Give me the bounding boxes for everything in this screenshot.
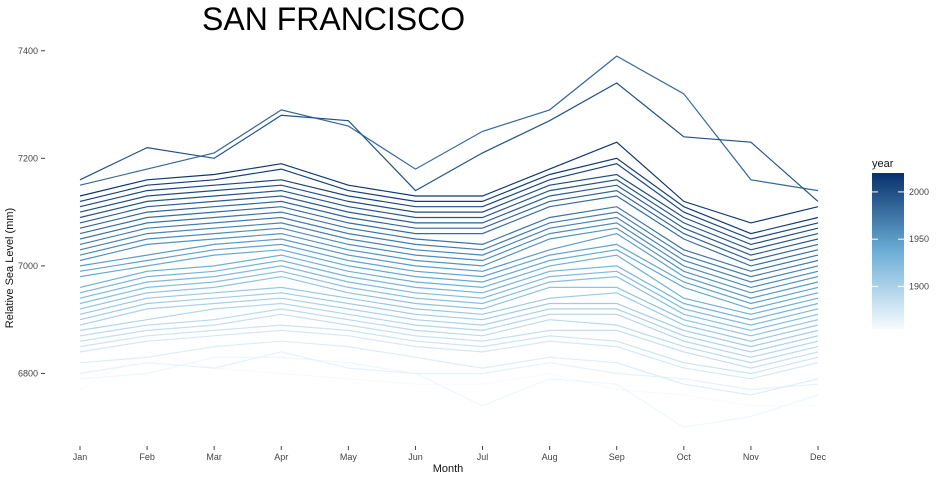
series-line-2005 (79, 163, 819, 240)
y-tick-label: 7000 (18, 261, 38, 271)
x-tick-label: Mar (206, 452, 222, 462)
series-line-1870 (79, 340, 819, 396)
series-line-1875 (79, 329, 819, 380)
series-line-2000 (79, 173, 819, 246)
series-line-1930 (79, 259, 819, 321)
series-line-1925 (79, 265, 819, 326)
series-line-1895 (79, 302, 819, 358)
chart-title: SAN FRANCISCO (202, 1, 465, 37)
legend-tick-label: 2000 (909, 187, 929, 197)
series-line-1900 (79, 297, 819, 353)
series-line-1940 (79, 249, 819, 310)
series-line-1980 (79, 195, 819, 267)
x-tick-label: Jan (73, 452, 88, 462)
series-line-1995 (79, 179, 819, 251)
y-tick-label: 7400 (18, 46, 38, 56)
legend-ticks: 1900 1950 2000 (872, 187, 929, 291)
x-tick-label: Oct (677, 452, 692, 462)
y-axis: 6800 7000 7200 7400 (18, 46, 45, 378)
series-layer (79, 55, 819, 428)
series-line-1915 (79, 275, 819, 337)
x-tick-label: Nov (743, 452, 760, 462)
y-axis-title: Relative Sea Level (mm) (4, 208, 16, 328)
x-axis: Jan Feb Mar Apr May Jun Jul Aug Sep Oct Nov Dec (73, 446, 827, 462)
series-line-1855 (79, 351, 818, 407)
series-line-1920 (79, 270, 819, 332)
series-line-1890 (79, 308, 819, 364)
series-line-1945 (79, 243, 819, 305)
series-line-1955 (79, 227, 819, 294)
series-line-2015 (79, 141, 819, 224)
y-tick-label: 7200 (18, 153, 38, 163)
series-line-1885 (79, 313, 819, 369)
series-line-1905 (79, 292, 819, 348)
series-line-1975 (79, 206, 819, 272)
series-line-1960 (79, 222, 819, 289)
series-line-1990 (79, 184, 819, 256)
series-line-1910 (79, 286, 819, 342)
series-line-2010 (79, 157, 819, 235)
x-tick-label: Aug (542, 452, 558, 462)
series-line-1860 (79, 356, 819, 428)
x-tick-label: Jul (477, 452, 489, 462)
x-tick-label: Apr (274, 452, 288, 462)
y-tick-label: 6800 (18, 368, 38, 378)
x-tick-label: May (340, 452, 358, 462)
series-line-1950 (79, 232, 819, 299)
series-line-1880 (79, 324, 819, 375)
series-line-1983 (79, 55, 819, 192)
legend-tick-label: 1900 (909, 281, 929, 291)
series-line-1998 (79, 82, 819, 202)
legend-colorbar (872, 173, 904, 329)
x-tick-label: Dec (810, 452, 827, 462)
series-line-1970 (79, 211, 819, 278)
legend-tick-label: 1950 (909, 234, 929, 244)
year-legend: year 1900 1950 2000 (872, 158, 929, 329)
x-tick-label: Feb (139, 452, 155, 462)
series-line-1985 (79, 189, 819, 262)
series-line-1935 (79, 254, 819, 315)
legend-title: year (872, 158, 894, 170)
x-axis-title: Month (433, 463, 464, 475)
x-tick-label: Jun (408, 452, 423, 462)
series-line-1965 (79, 216, 819, 283)
series-line-1865 (79, 351, 819, 391)
x-tick-label: Sep (609, 452, 625, 462)
